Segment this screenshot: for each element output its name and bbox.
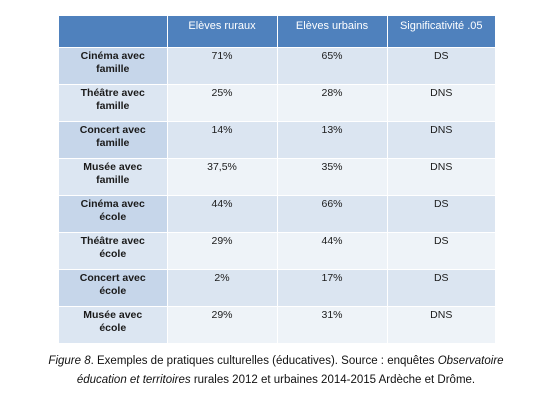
rural-value: 44% (167, 195, 278, 233)
row-label-line2: famille (96, 100, 130, 112)
row-label-line1: Concert avec (79, 124, 146, 136)
row-label-line1: Concert avec (79, 272, 146, 284)
row-label-line2: famille (96, 63, 130, 75)
row-label: Concert avec famille (59, 121, 168, 159)
row-label-line1: Musée avec (83, 161, 143, 173)
row-label-line1: Cinéma avec (80, 198, 145, 210)
table-row: Musée avec famille 37,5% 35% DNS (59, 158, 495, 196)
urban-value: 44% (277, 232, 388, 270)
table-row: Cinéma avec école 44% 66% DS (59, 195, 495, 233)
table-row: Musée avec école 29% 31% DNS (59, 306, 495, 343)
row-label: Concert avec école (59, 269, 168, 307)
urban-value: 13% (277, 121, 388, 159)
header-urban-students: Elèves urbains (277, 16, 388, 48)
significance-value: DS (387, 47, 495, 85)
row-label: Théâtre avec école (59, 232, 168, 270)
table-row: Théâtre avec famille 25% 28% DNS (59, 84, 495, 122)
row-label-line1: Théâtre avec (80, 235, 145, 247)
header-significance: Significativité .05 (387, 16, 495, 48)
table-row: Cinéma avec famille 71% 65% DS (59, 47, 495, 85)
significance-value: DS (387, 195, 495, 233)
row-label: Musée avec école (59, 306, 168, 343)
rural-value: 29% (167, 306, 278, 343)
significance-value: DS (387, 269, 495, 307)
urban-value: 35% (277, 158, 388, 196)
row-label-line2: école (99, 248, 127, 260)
table-row: Concert avec école 2% 17% DS (59, 269, 495, 307)
header-empty (59, 16, 168, 48)
rural-value: 14% (167, 121, 278, 159)
header-rural-students: Elèves ruraux (167, 16, 278, 48)
significance-value: DNS (387, 306, 495, 343)
rural-value: 25% (167, 84, 278, 122)
row-label: Cinéma avec famille (59, 47, 168, 85)
row-label-line2: famille (96, 174, 130, 186)
row-label-line1: Cinéma avec (80, 50, 145, 62)
figure-label: Figure 8 (48, 355, 91, 367)
urban-value: 31% (277, 306, 388, 343)
table-header-row: Elèves ruraux Elèves urbains Significati… (59, 16, 495, 48)
urban-value: 65% (277, 47, 388, 85)
data-table-container: Elèves ruraux Elèves urbains Significati… (59, 16, 495, 343)
row-label: Musée avec famille (59, 158, 168, 196)
table-row: Théâtre avec école 29% 44% DS (59, 232, 495, 270)
caption-text-a: . Exemples de pratiques culturelles (édu… (90, 355, 438, 367)
rural-value: 71% (167, 47, 278, 85)
urban-value: 28% (277, 84, 388, 122)
row-label-line1: Musée avec (83, 309, 143, 321)
figure-caption: Figure 8. Exemples de pratiques culturel… (0, 352, 552, 390)
row-label: Cinéma avec école (59, 195, 168, 233)
rural-value: 37,5% (167, 158, 278, 196)
row-label-line2: école (99, 322, 127, 334)
caption-italic-education: éducation et territoires (76, 374, 191, 386)
row-label-line2: école (99, 285, 127, 297)
rural-value: 2% (167, 269, 278, 307)
urban-value: 17% (277, 269, 388, 307)
significance-value: DNS (387, 158, 495, 196)
row-label-line2: famille (96, 137, 130, 149)
row-label: Théâtre avec famille (59, 84, 168, 122)
rural-value: 29% (167, 232, 278, 270)
caption-italic-observatoire: Observatoire (437, 355, 504, 367)
significance-value: DNS (387, 121, 495, 159)
caption-text-d: rurales 2012 et urbaines 2014-2015 Ardèc… (190, 374, 476, 386)
cultural-practices-table: Elèves ruraux Elèves urbains Significati… (59, 16, 495, 343)
row-label-line2: école (99, 211, 127, 223)
significance-value: DS (387, 232, 495, 270)
significance-value: DNS (387, 84, 495, 122)
urban-value: 66% (277, 195, 388, 233)
table-row: Concert avec famille 14% 13% DNS (59, 121, 495, 159)
row-label-line1: Théâtre avec (80, 87, 145, 99)
